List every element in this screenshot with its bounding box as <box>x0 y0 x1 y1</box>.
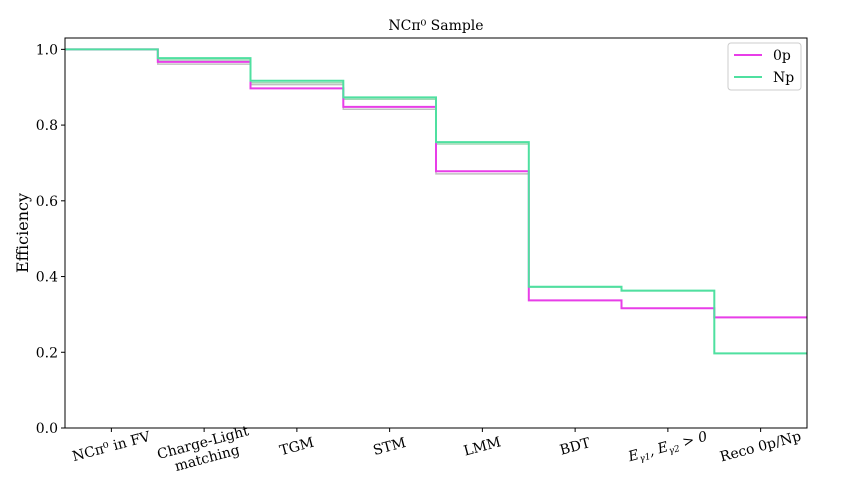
y-tick-label: 0.6 <box>36 194 58 210</box>
y-tick-label: 0.2 <box>36 345 58 361</box>
y-axis-label: Efficiency <box>13 193 32 273</box>
x-tick-label: LMM <box>462 434 503 459</box>
x-tick-label-text: TGM <box>278 435 316 459</box>
legend-label-0p: 0p <box>773 48 791 64</box>
x-tick-label: TGM <box>278 435 316 459</box>
legend: 0p Np <box>727 42 802 91</box>
chart-title: NCπ⁰ Sample <box>388 18 483 34</box>
y-tick-label: 0.8 <box>36 118 58 134</box>
x-tick-label: NCπ⁰ in FV <box>71 429 153 465</box>
series-line-0p <box>65 48 807 319</box>
x-tick-label: STM <box>371 435 407 459</box>
y-tick-label: 1.0 <box>36 42 58 58</box>
series-line-Np <box>65 48 807 355</box>
y-axis: 0.0 0.2 0.4 0.6 0.8 1.0 <box>36 42 65 437</box>
x-tick-label-text: Eγ1, Eγ2 > 0 <box>626 429 710 468</box>
y-tick-label: 0.0 <box>36 421 58 437</box>
x-tick-label-text: BDT <box>558 435 593 459</box>
y-tick-label: 0.4 <box>36 270 58 286</box>
x-tick-label-text: STM <box>371 435 407 459</box>
x-tick-label-text: LMM <box>462 434 503 459</box>
series-layer <box>65 48 807 355</box>
plot-frame <box>64 37 808 429</box>
x-tick-label: BDT <box>558 435 593 459</box>
faint-series-line-0 <box>65 48 807 319</box>
x-tick-label: Eγ1, Eγ2 > 0 <box>626 429 710 468</box>
x-tick-label-text: NCπ⁰ in FV <box>71 429 153 465</box>
x-tick-label: Reco 0p/Np <box>718 428 803 465</box>
legend-label-Np: Np <box>773 70 794 86</box>
x-tick-label-text: Reco 0p/Np <box>718 428 803 465</box>
